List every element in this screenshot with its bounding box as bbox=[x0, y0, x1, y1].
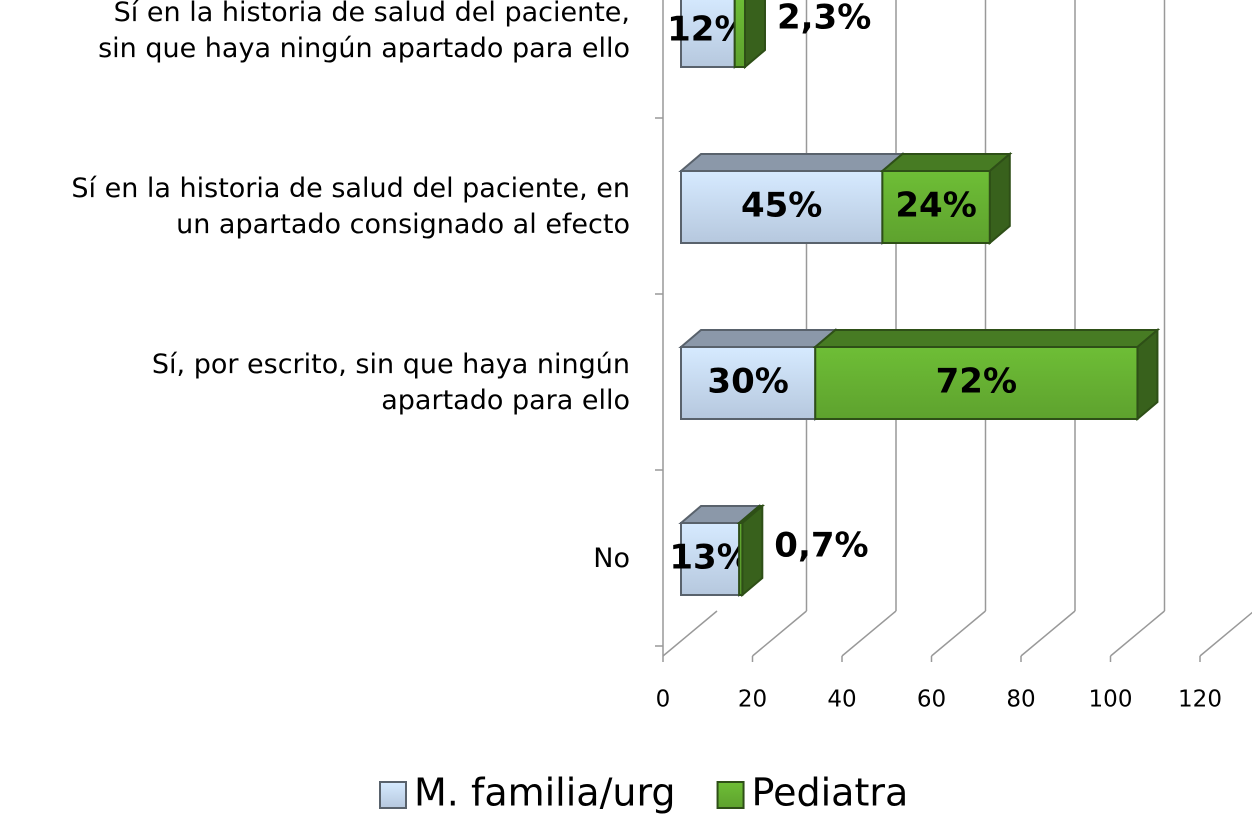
category-label: Sí en la historia de salud del paciente,… bbox=[71, 173, 630, 240]
bar-side bbox=[741, 503, 764, 598]
bar-segment bbox=[879, 151, 1013, 246]
bar-top bbox=[678, 153, 906, 172]
bar-side bbox=[988, 151, 1011, 246]
legend-label: Pediatra bbox=[752, 771, 909, 815]
bar-segment bbox=[678, 151, 906, 246]
data-label: 45% bbox=[741, 186, 822, 226]
floor-line bbox=[662, 610, 718, 657]
bar-top bbox=[812, 329, 1161, 348]
category-label: Sí en la historia de salud del paciente,… bbox=[98, 0, 630, 64]
data-label: 72% bbox=[936, 362, 1017, 402]
x-tick-label: 120 bbox=[1178, 687, 1222, 713]
x-tick-label: 80 bbox=[1006, 687, 1035, 713]
floor-line bbox=[841, 610, 897, 657]
data-label: 0,7% bbox=[774, 526, 868, 566]
x-tick-label: 40 bbox=[827, 687, 856, 713]
category-label: Sí, por escrito, sin que haya ningún apa… bbox=[151, 349, 630, 416]
floor-line bbox=[1110, 610, 1165, 657]
bar-segment bbox=[733, 0, 766, 70]
bar bbox=[733, 0, 746, 68]
data-label: 13% bbox=[669, 538, 750, 578]
bar-top bbox=[879, 153, 1013, 172]
floor-line bbox=[1199, 611, 1252, 657]
floor-line bbox=[1020, 610, 1076, 657]
category-label: No bbox=[593, 543, 630, 574]
bar bbox=[881, 170, 991, 244]
bar bbox=[680, 170, 884, 244]
data-label: 24% bbox=[895, 186, 976, 226]
x-tick-label: 20 bbox=[738, 687, 767, 713]
floor-line bbox=[931, 610, 986, 657]
x-tick-label: 0 bbox=[656, 687, 671, 713]
data-label: 30% bbox=[707, 362, 788, 402]
bar bbox=[680, 346, 817, 420]
x-tick-label: 100 bbox=[1089, 687, 1133, 713]
legend-label: M. familia/urg bbox=[414, 771, 676, 815]
legend-swatch bbox=[379, 781, 407, 809]
data-label: 2,3% bbox=[777, 0, 871, 38]
bar-side bbox=[1136, 327, 1159, 422]
floor-line bbox=[752, 610, 807, 657]
x-tick-label: 60 bbox=[917, 687, 946, 713]
bar bbox=[738, 522, 744, 596]
bar bbox=[814, 346, 1139, 420]
bar-segment bbox=[736, 503, 766, 598]
bar-top bbox=[678, 329, 838, 348]
bar-side bbox=[743, 0, 766, 70]
bar-segment bbox=[812, 327, 1161, 422]
legend-swatch bbox=[716, 781, 745, 809]
